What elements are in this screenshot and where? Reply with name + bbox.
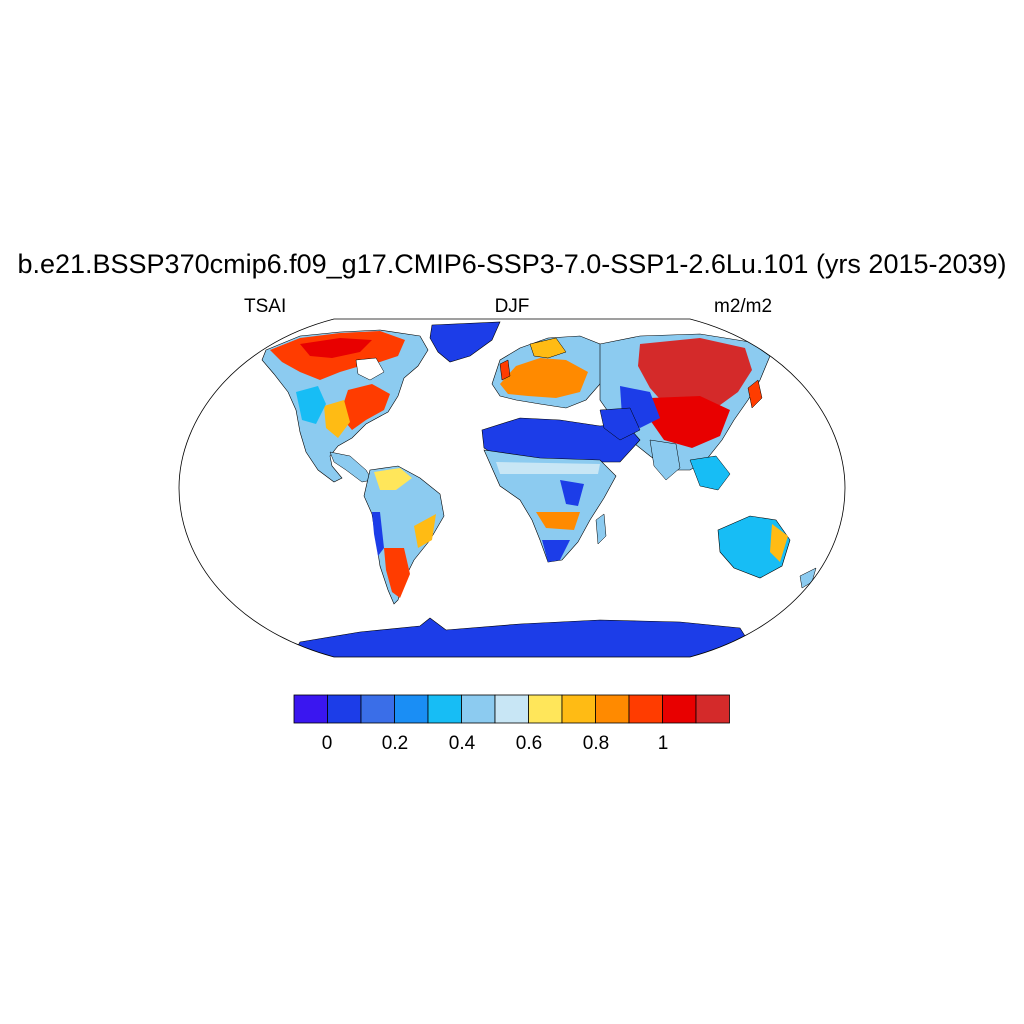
- colorbar-box: [461, 694, 496, 724]
- colorbar-tick-label: 0.8: [582, 733, 610, 754]
- variable-label: TSAI: [244, 296, 287, 317]
- colorbar-box: [561, 694, 596, 724]
- siberia-red: [638, 338, 752, 414]
- us-west: [296, 386, 326, 424]
- land-layer: [261, 321, 817, 657]
- map-outline: [178, 318, 846, 658]
- hudson-bay: [355, 357, 385, 381]
- us-east-high: [342, 384, 390, 430]
- colorbar-tick-label: 0.2: [381, 733, 409, 754]
- africa-band: [496, 462, 600, 474]
- colorbar-box: [528, 694, 563, 724]
- uk: [499, 359, 511, 381]
- colorbar-box: [427, 694, 462, 724]
- scandinavia: [529, 337, 567, 359]
- australia-east: [770, 524, 788, 562]
- greenland: [429, 321, 501, 363]
- colorbar-tick-label: 0.6: [515, 733, 543, 754]
- europe-high: [500, 358, 588, 398]
- colorbar-box: [494, 694, 529, 724]
- colorbar-tick-label: 1: [657, 733, 669, 754]
- colorbar-box: [360, 694, 395, 724]
- colorbar-box: [628, 694, 663, 724]
- antarctica: [289, 617, 761, 657]
- season-label: DJF: [494, 296, 530, 317]
- africa-south-high: [536, 512, 580, 530]
- japan: [747, 379, 763, 409]
- colorbar: [293, 694, 730, 724]
- sa-andes: [372, 512, 384, 556]
- colorbar-tick-label: 0: [321, 733, 333, 754]
- central-asia-red: [650, 396, 730, 448]
- colorbar-box: [595, 694, 630, 724]
- africa-highland: [560, 480, 584, 506]
- middle-east: [599, 407, 641, 441]
- plot-title: b.e21.BSSP370cmip6.f09_g17.CMIP6-SSP3-7.…: [17, 249, 1007, 279]
- colorbar-box: [695, 694, 730, 724]
- units-label: m2/m2: [714, 296, 773, 317]
- us-east-mid: [324, 400, 350, 438]
- colorbar-box: [293, 694, 328, 724]
- madagascar: [595, 513, 607, 545]
- colorbar-box: [394, 694, 429, 724]
- canada-red: [300, 338, 372, 358]
- new-zealand: [799, 567, 817, 589]
- sa-north: [374, 468, 412, 490]
- india: [649, 439, 681, 481]
- africa-south: [483, 449, 617, 563]
- sa-southeast: [414, 514, 436, 548]
- sa-south-high: [384, 548, 410, 598]
- central-america: [329, 451, 373, 483]
- africa-tip: [542, 540, 570, 562]
- colorbar-box: [662, 694, 697, 724]
- colorbar-tick-label: 0.4: [448, 733, 476, 754]
- se-asia: [689, 455, 731, 491]
- colorbar-box: [327, 694, 362, 724]
